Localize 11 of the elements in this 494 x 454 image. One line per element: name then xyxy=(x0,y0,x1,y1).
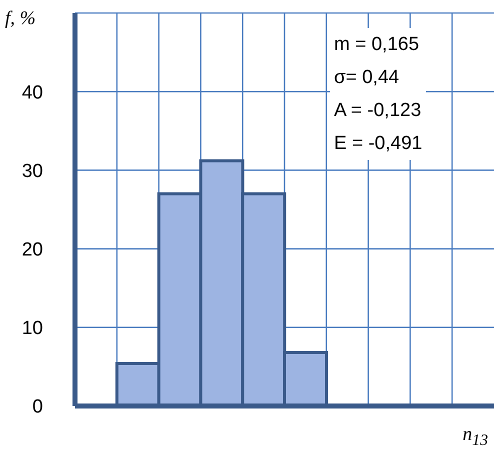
y-tick-label: 30 xyxy=(22,160,43,182)
annotation: σ= 0,44 xyxy=(334,66,400,90)
y-tick-label: 10 xyxy=(22,318,43,340)
annotation: m = 0,165 xyxy=(334,33,420,57)
annotation: A = -0,123 xyxy=(334,99,422,123)
y-tick-label: 40 xyxy=(22,82,43,104)
x-axis-title: n$_{13}$ xyxy=(462,424,488,450)
y-tick-label: 0 xyxy=(32,396,43,418)
y-tick-label: 20 xyxy=(22,240,43,261)
annotation: E = -0,491 xyxy=(334,132,422,156)
y-axis-title: f, % xyxy=(5,8,36,30)
